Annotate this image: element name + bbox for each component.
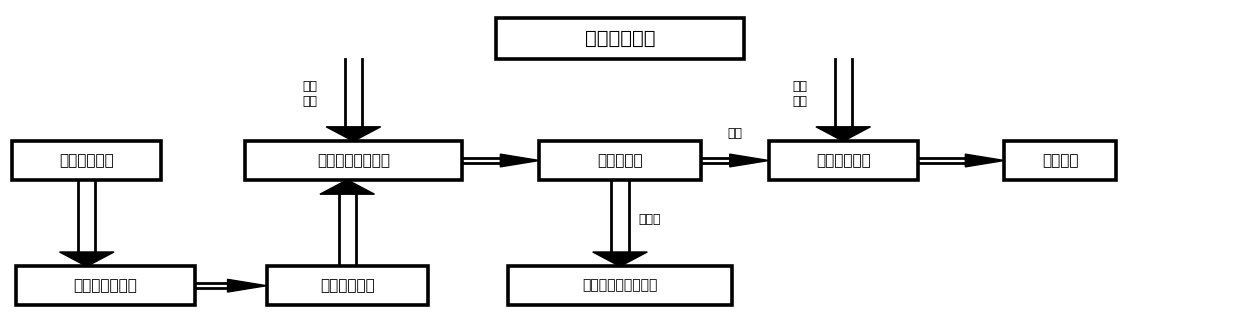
Text: 淡水提升单元: 淡水提升单元 — [816, 153, 870, 168]
Text: 地热取热单元: 地热取热单元 — [585, 29, 655, 48]
Polygon shape — [326, 127, 381, 141]
Text: 提供
热能: 提供 热能 — [303, 80, 317, 108]
Text: 提供
热能: 提供 热能 — [792, 80, 807, 108]
Polygon shape — [593, 252, 647, 266]
Text: 浓盐水: 浓盐水 — [639, 213, 661, 226]
FancyBboxPatch shape — [267, 266, 428, 305]
FancyBboxPatch shape — [12, 141, 161, 180]
Text: 海水取水单元: 海水取水单元 — [60, 153, 114, 168]
Polygon shape — [730, 154, 769, 167]
Text: 水力发电单元: 水力发电单元 — [320, 278, 374, 293]
FancyBboxPatch shape — [539, 141, 701, 180]
FancyBboxPatch shape — [496, 18, 744, 59]
FancyBboxPatch shape — [769, 141, 918, 180]
Polygon shape — [60, 252, 114, 266]
Text: 原水补水处理单元: 原水补水处理单元 — [317, 153, 389, 168]
Text: 反渗透单元: 反渗透单元 — [598, 153, 642, 168]
Polygon shape — [228, 279, 267, 292]
Text: 淡水: 淡水 — [727, 127, 743, 140]
Polygon shape — [965, 154, 1004, 167]
Polygon shape — [816, 127, 870, 141]
Text: 制盐或人造死海项目: 制盐或人造死海项目 — [583, 279, 657, 293]
Text: 原水预处理单元: 原水预处理单元 — [73, 278, 138, 293]
FancyBboxPatch shape — [1004, 141, 1116, 180]
FancyBboxPatch shape — [508, 266, 732, 305]
Text: 淡水用户: 淡水用户 — [1042, 153, 1079, 168]
Polygon shape — [320, 180, 374, 194]
Polygon shape — [500, 154, 539, 167]
FancyBboxPatch shape — [16, 266, 196, 305]
FancyBboxPatch shape — [244, 141, 461, 180]
